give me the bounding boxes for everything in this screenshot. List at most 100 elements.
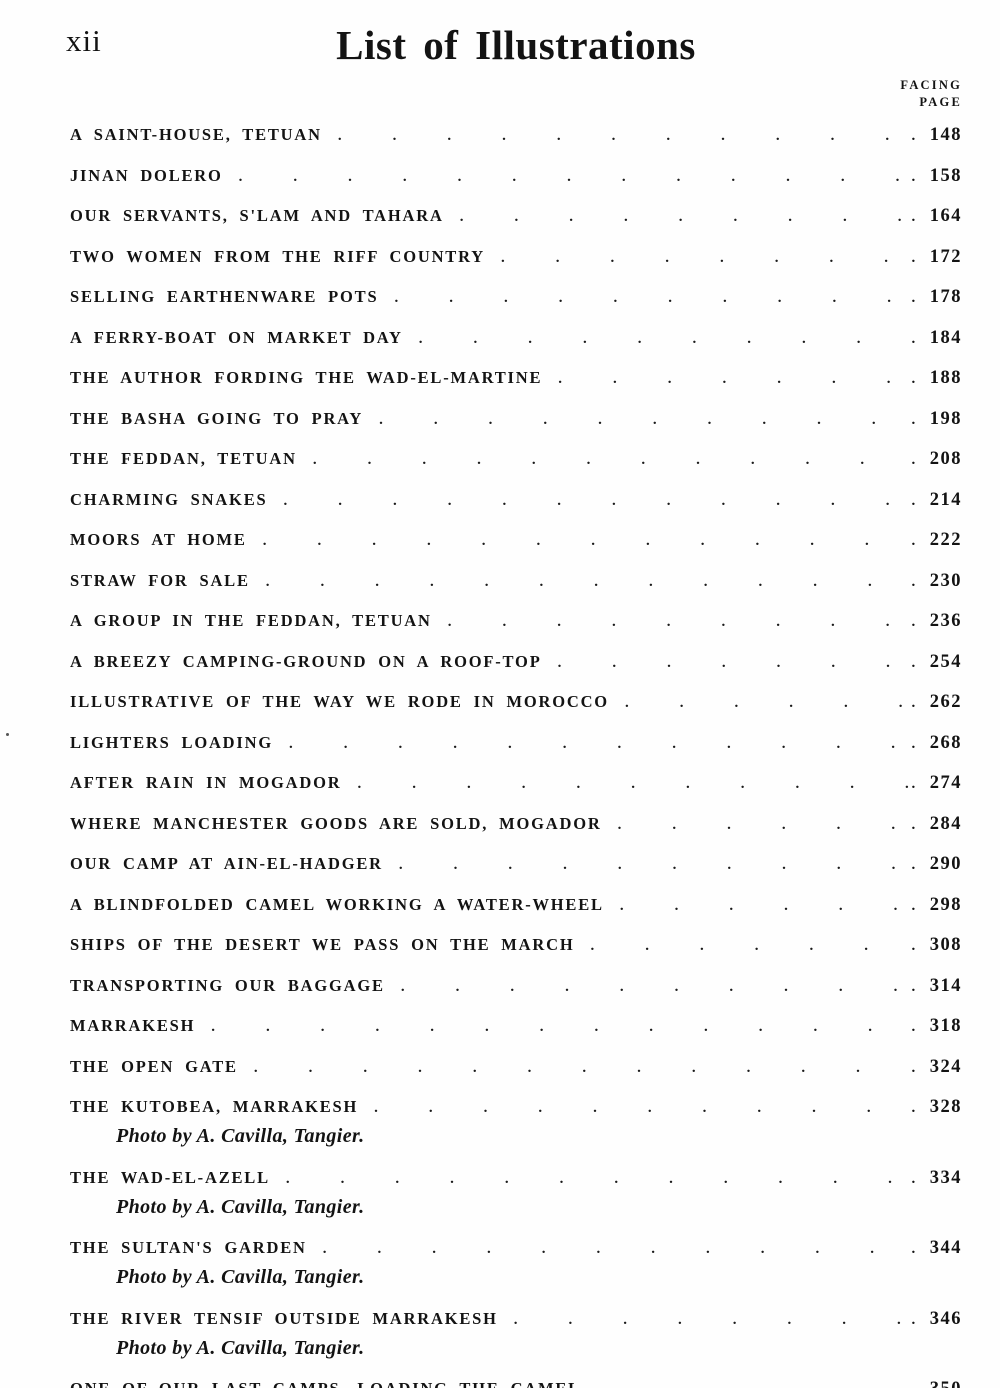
dot-leader bbox=[590, 937, 909, 955]
page-number: 184 bbox=[912, 328, 963, 348]
illustration-title: SHIPS OF THE DESERT WE PASS ON THE MARCH bbox=[70, 935, 575, 954]
page-number: 350 bbox=[912, 1380, 963, 1388]
illustration-title: OUR SERVANTS, S'LAM AND TAHARA bbox=[70, 206, 444, 225]
page-number: 314 bbox=[912, 976, 963, 996]
dot-leader bbox=[401, 978, 910, 996]
illustration-title: THE AUTHOR FORDING THE WAD-EL-MARTINE bbox=[70, 368, 543, 387]
entry-line: JINAN DOLERO 158 bbox=[70, 165, 962, 186]
entry-line: AFTER RAIN IN MOGADOR 274 bbox=[70, 774, 962, 793]
entry-line: A BLINDFOLDED CAMEL WORKING A WATER-WHEE… bbox=[70, 895, 962, 915]
entry-line: LIGHTERS LOADING 268 bbox=[70, 732, 963, 753]
list-item: SELLING EARTHENWARE POTS 178 bbox=[70, 288, 962, 307]
dot-leader bbox=[558, 654, 910, 672]
entry-line: A FERRY-BOAT ON MARKET DAY 184 bbox=[70, 328, 963, 348]
dot-leader bbox=[379, 411, 909, 429]
illustration-title: JINAN DOLERO bbox=[70, 165, 223, 185]
page-number: 346 bbox=[912, 1309, 963, 1329]
page-number: 268 bbox=[912, 733, 963, 753]
illustration-title: THE BASHA GOING TO PRAY bbox=[70, 408, 364, 428]
facing-page-header-line2: PAGE bbox=[919, 95, 962, 109]
list-item: THE WAD-EL-AZELL 334 Photo by A. Cavilla… bbox=[70, 1167, 963, 1218]
folio-page-number: xii bbox=[66, 23, 102, 58]
entry-line: THE AUTHOR FORDING THE WAD-EL-MARTINE 18… bbox=[70, 369, 962, 388]
list-item: THE FEDDAN, TETUAN 208 bbox=[70, 450, 962, 469]
page-number: 198 bbox=[912, 409, 963, 429]
entry-line: WHERE MANCHESTER GOODS ARE SOLD, MOGADOR… bbox=[70, 814, 962, 834]
illustration-title: TWO WOMEN FROM THE RIFF COUNTRY bbox=[70, 246, 485, 266]
page-number: 214 bbox=[912, 490, 963, 510]
list-item: THE AUTHOR FORDING THE WAD-EL-MARTINE 18… bbox=[70, 369, 962, 388]
photo-credit: Photo by A. Cavilla, Tangier. bbox=[116, 1336, 365, 1359]
entry-line: ONE OF OUR LAST CAMPS. LOADING THE CAMEL… bbox=[70, 1380, 962, 1388]
dot-leader bbox=[374, 1099, 909, 1117]
entry-line: OUR SERVANTS, S'LAM AND TAHARA 164 bbox=[70, 207, 962, 226]
dot-leader bbox=[283, 492, 909, 510]
entry-line: SHIPS OF THE DESERT WE PASS ON THE MARCH… bbox=[70, 936, 962, 955]
list-item: SHIPS OF THE DESERT WE PASS ON THE MARCH… bbox=[70, 936, 962, 955]
illustration-title: OUR CAMP AT AIN-EL-HADGER bbox=[70, 854, 383, 873]
list-item: A SAINT-HOUSE, TETUAN 148 bbox=[70, 126, 962, 145]
list-item: ILLUSTRATIVE OF THE WAY WE RODE IN MOROC… bbox=[70, 693, 962, 712]
photo-credit: Photo by A. Cavilla, Tangier. bbox=[116, 1195, 365, 1218]
page-number: 222 bbox=[912, 531, 963, 550]
entry-line: A SAINT-HOUSE, TETUAN 148 bbox=[70, 126, 962, 145]
illustration-title: A BREEZY CAMPING-GROUND ON A ROOF-TOP bbox=[70, 651, 542, 671]
list-item: A BREEZY CAMPING-GROUND ON A ROOF-TOP 25… bbox=[70, 651, 962, 672]
illustration-title: A SAINT-HOUSE, TETUAN bbox=[70, 125, 322, 144]
page-number: 324 bbox=[912, 1057, 963, 1077]
entry-line: OUR CAMP AT AIN-EL-HADGER 290 bbox=[70, 855, 962, 874]
list-item: THE KUTOBEA, MARRAKESH 328 Photo by A. C… bbox=[70, 1098, 963, 1148]
dot-leader bbox=[313, 451, 910, 469]
list-item: THE OPEN GATE 324 bbox=[70, 1057, 963, 1077]
page-number: 188 bbox=[912, 369, 963, 388]
illustration-title: THE WAD-EL-AZELL bbox=[70, 1167, 270, 1187]
list-item: THE BASHA GOING TO PRAY 198 bbox=[70, 408, 963, 429]
dot-leader bbox=[338, 127, 910, 145]
illustration-title: CHARMING SNAKES bbox=[70, 489, 268, 509]
entry-line: A GROUP IN THE FEDDAN, TETUAN 236 bbox=[70, 612, 962, 631]
page-number: 334 bbox=[912, 1168, 963, 1188]
entry-line: THE RIVER TENSIF OUTSIDE MARRAKESH 346 bbox=[70, 1309, 963, 1329]
dot-leader bbox=[254, 1059, 910, 1077]
page-number: 236 bbox=[912, 612, 963, 631]
illustration-title: TRANSPORTING OUR BAGGAGE bbox=[70, 975, 385, 995]
illustration-title: ILLUSTRATIVE OF THE WAY WE RODE IN MOROC… bbox=[70, 692, 609, 711]
photo-credit: Photo by A. Cavilla, Tangier. bbox=[116, 1125, 365, 1147]
page-number: 172 bbox=[912, 247, 963, 267]
page-number: 208 bbox=[912, 450, 963, 469]
list-item: TRANSPORTING OUR BAGGAGE 314 bbox=[70, 975, 963, 996]
entry-line: THE SULTAN'S GARDEN 344 bbox=[70, 1239, 962, 1258]
list-item: OUR SERVANTS, S'LAM AND TAHARA 164 bbox=[70, 207, 962, 226]
dot-leader bbox=[399, 856, 910, 874]
page-number: 328 bbox=[912, 1098, 963, 1117]
illustration-title: THE FEDDAN, TETUAN bbox=[70, 449, 297, 468]
entry-line: THE BASHA GOING TO PRAY 198 bbox=[70, 408, 963, 429]
list-item: WHERE MANCHESTER GOODS ARE SOLD, MOGADOR… bbox=[70, 814, 962, 834]
page-number: 164 bbox=[912, 207, 963, 226]
page-number: 230 bbox=[912, 571, 963, 591]
list-item: A FERRY-BOAT ON MARKET DAY 184 bbox=[70, 328, 963, 348]
facing-page-header-line1: FACING bbox=[900, 78, 962, 92]
illustration-title: MOORS AT HOME bbox=[70, 530, 247, 549]
entry-line: THE WAD-EL-AZELL 334 bbox=[70, 1167, 963, 1188]
list-item: THE SULTAN'S GARDEN 344 Photo by A. Cavi… bbox=[70, 1239, 962, 1289]
dot-leader bbox=[620, 897, 910, 915]
page-number: 344 bbox=[912, 1239, 963, 1258]
dot-leader bbox=[289, 735, 910, 753]
entry-line: SELLING EARTHENWARE POTS 178 bbox=[70, 288, 962, 307]
dot-leader bbox=[211, 1018, 909, 1036]
dot-leader bbox=[266, 573, 910, 591]
entry-line: MOORS AT HOME 222 bbox=[70, 531, 962, 550]
illustration-title: AFTER RAIN IN MOGADOR bbox=[70, 773, 342, 792]
list-item: TWO WOMEN FROM THE RIFF COUNTRY 172 bbox=[70, 246, 963, 267]
dot-leader bbox=[460, 208, 910, 226]
dot-leader bbox=[394, 289, 909, 307]
dot-leader bbox=[501, 249, 910, 267]
illustration-title: A GROUP IN THE FEDDAN, TETUAN bbox=[70, 611, 432, 630]
page-number: 318 bbox=[912, 1017, 963, 1036]
entry-line: THE OPEN GATE 324 bbox=[70, 1057, 963, 1077]
illustration-title: LIGHTERS LOADING bbox=[70, 732, 273, 752]
illustration-title: SELLING EARTHENWARE POTS bbox=[70, 287, 379, 306]
dot-leader bbox=[597, 1381, 910, 1388]
